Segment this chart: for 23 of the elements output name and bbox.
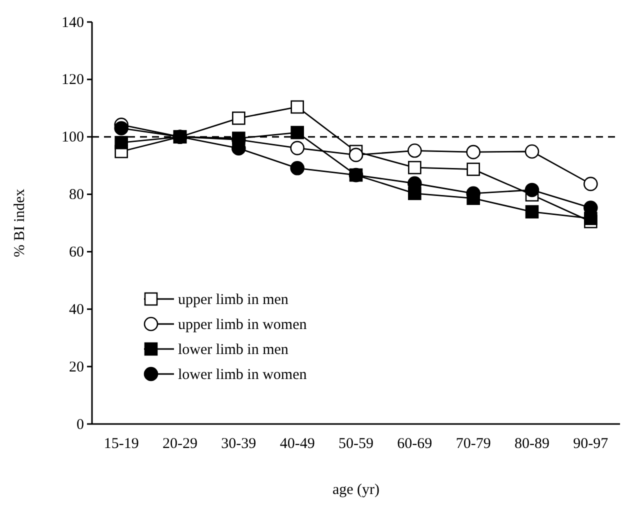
x-tick-label: 40-49	[280, 436, 315, 452]
y-tick-label: 0	[76, 416, 84, 433]
x-tick-label: 90-97	[573, 436, 609, 452]
x-tick-label: 20-29	[162, 436, 198, 452]
x-axis-title: age (yr)	[332, 482, 380, 498]
legend-label: lower limb in women	[178, 367, 308, 383]
y-tick-label: 40	[69, 302, 84, 318]
x-tick-label: 60-69	[397, 436, 432, 452]
y-tick-label: 20	[69, 359, 84, 376]
y-tick-label: 80	[69, 187, 84, 204]
y-axis-title: % BI index	[12, 188, 28, 258]
x-tick-label: 15-19	[104, 436, 139, 452]
x-tick-label: 50-59	[338, 436, 374, 452]
legend-label: lower limb in men	[178, 342, 289, 358]
legend-label: upper limb in men	[178, 292, 289, 308]
y-tick-label: 140	[62, 14, 84, 31]
x-tick-label: 80-89	[514, 436, 550, 452]
y-tick-label: 100	[62, 130, 84, 146]
legend-label: upper limb in women	[178, 317, 308, 333]
y-tick-label: 120	[62, 72, 84, 88]
x-tick-label: 30-39	[221, 436, 256, 452]
y-tick-label: 60	[69, 244, 84, 261]
x-tick-label: 70-79	[456, 436, 491, 452]
